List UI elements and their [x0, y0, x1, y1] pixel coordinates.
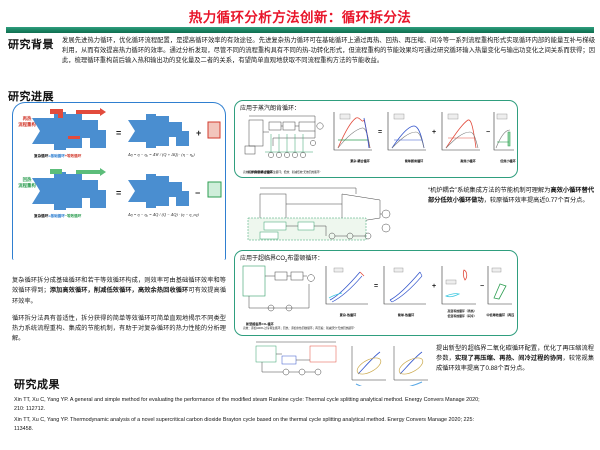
svg-text:复杂-耦合循环: 复杂-耦合循环	[349, 158, 370, 163]
steam-rankine-card	[234, 100, 518, 178]
left-paragraph-2: 循环拆分法具有普适性，拆分获得的简单等效循环可简单直观地揭示不同类型热力系统流程…	[12, 314, 226, 343]
app1-legend: 高效：添加100%~回收再生循环；低效：削减低效“无效回热循环”	[243, 171, 321, 174]
svg-text:高温等效循环（再热）: 高温等效循环（再热）	[448, 308, 477, 313]
svg-text:低温等效循环（间冷）: 低温等效循环（间冷）	[447, 313, 477, 318]
citation-1: Xin TT, Xu C, Yang YP. A general and sim…	[14, 397, 480, 412]
app1-flow-caption: 机炉典型耦合循环	[248, 170, 273, 174]
svg-text:−: −	[480, 283, 484, 290]
section-label-progress: 研究进展	[8, 91, 54, 103]
svg-text:+: +	[432, 129, 436, 136]
svg-text:+: +	[432, 283, 436, 290]
svg-text:简单-热循环: 简单-热循环	[398, 312, 415, 317]
sco2-brayton-card	[234, 250, 518, 336]
page-title: 热力循环分析方法创新：循环拆分法	[188, 10, 412, 25]
svg-text:−: −	[195, 188, 200, 198]
app1-ts-charts: 复杂-耦合循环 = 简单朗肯循环 + 高效小循环 −	[333, 112, 516, 163]
svg-text:=: =	[378, 129, 382, 136]
regen-tag: 回热 流程重构	[18, 177, 36, 188]
svg-text:高效小循环: 高效小循环	[460, 158, 475, 163]
svg-text:复杂-热循环: 复杂-热循环	[339, 312, 357, 317]
row2-formula: Δη = η − η₀ = ΔQ / (Q − ΔQ) · (η − η_eq)	[128, 212, 199, 217]
row1-formula: Δη = η − η₀ = ΔW / (Q + ΔQ) · (η − η₀)	[128, 152, 195, 157]
background-text: 发展先进热力循环，优化循环流程配置，是提高循环效率的有效途径。先进复杂热力循环可…	[62, 37, 595, 65]
app2-flow-schematic	[242, 265, 315, 312]
left-paragraph-1: 复杂循环拆分成基础循环和若干等效循环构成，则效率可由基础循环效率和等效循环得到；…	[12, 277, 227, 305]
reheat-tag: 再热 流程重构	[18, 116, 36, 127]
svg-text:简单朗肯循环: 简单朗肯循环	[405, 158, 424, 163]
app1-detailed-schematic	[247, 187, 391, 241]
app2-note: 提出新型的超临界二氧化碳循环配置，优化了再压缩流程参数，实现了再压缩、再热、间冷…	[436, 345, 595, 372]
svg-text:=: =	[374, 283, 378, 290]
app2-bottom-schematic	[255, 341, 428, 386]
app2-flow-caption: 新型超临界CO₂循环	[246, 322, 274, 326]
row1-caption: 复杂循环=基础循环+等效循环	[34, 154, 82, 158]
svg-text:低效小循环: 低效小循环	[499, 158, 515, 163]
app1-flow-schematic	[244, 115, 324, 158]
app2-legend: 高效：添加100%-过冷再生循环；回热：添加余热回收循环；再压缩：削减部分“无效…	[243, 327, 355, 330]
header-divider-bar	[6, 27, 594, 33]
left-explanation: 复杂循环拆分成基础循环和若干等效循环构成，则效率可由基础循环效率和等效循环得到；…	[12, 276, 226, 352]
svg-text:=: =	[116, 188, 121, 198]
left-progress-card	[12, 102, 226, 260]
svg-text:中低等效循环（再压）: 中低等效循环（再压）	[487, 312, 514, 317]
app1-note: “机炉耦合”系统集成方法的节能机制可理解为高效小循环替代部分低效小循环做功，较原…	[428, 187, 595, 204]
app2-title: 应用于超临界CO2布雷顿循环：	[240, 256, 324, 264]
section-label-background: 研究背景	[8, 39, 54, 51]
svg-text:=: =	[116, 128, 121, 138]
row2-caption: 复杂循环=基础循环−等效循环	[34, 214, 82, 218]
app1-title: 应用于蒸汽朗肯循环：	[240, 106, 301, 112]
app2-ts-charts: 复杂-热循环 = 简单-热循环 + 高温等效循环（再热） 低温等效循环（间冷） …	[325, 266, 514, 318]
regen-energy-diagram: = −	[32, 168, 222, 210]
reheat-energy-diagram: = +	[32, 108, 221, 150]
citation-2: Xin TT, Xu C, Yang YP. Thermodynamic ana…	[14, 417, 474, 432]
svg-text:−: −	[486, 129, 490, 136]
svg-text:+: +	[196, 128, 201, 138]
section-label-results: 研究成果	[14, 379, 60, 391]
